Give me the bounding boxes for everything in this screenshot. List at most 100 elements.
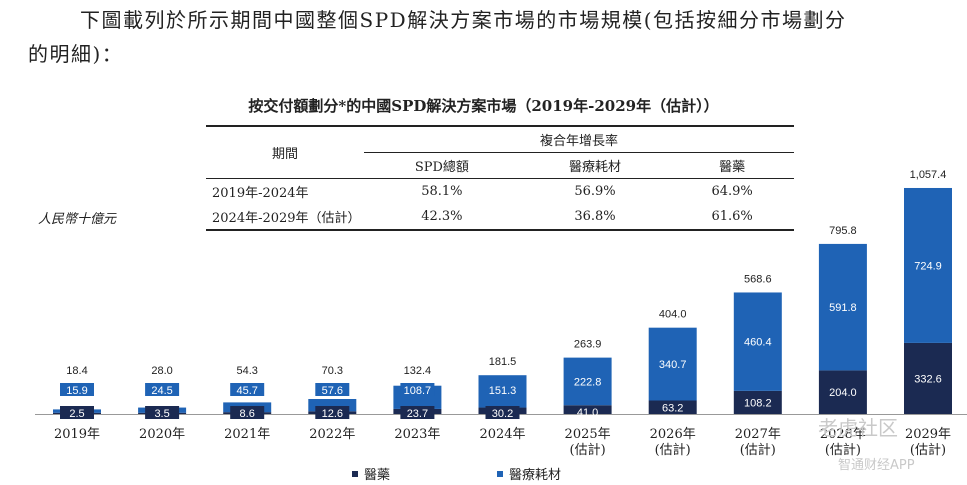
bar-pharma [648, 400, 697, 414]
intro-text-line1: 下圖載列於所示期間中國整個SPD解決方案市場的市場規模(包括按細分市場劃分 [80, 8, 847, 32]
x-tick-label: 2029年 [905, 427, 951, 442]
cell-value: 36.8% [574, 209, 616, 224]
cagr-header: 複合年增長率 [364, 126, 794, 153]
value-label-pharma: 204.0 [829, 387, 857, 399]
table-row: 2019年-2024年 58.1% 56.9% 64.9% [206, 179, 794, 205]
cell-value: 42.3% [421, 209, 463, 224]
value-label-pharma: 3.5 [154, 408, 169, 420]
legend-swatch-consumables [497, 470, 503, 477]
x-tick-label: (估計) [910, 442, 946, 458]
value-label-consumables: 151.3 [489, 385, 517, 397]
bar-consumables [733, 292, 782, 391]
label-box-consumables [400, 383, 435, 396]
value-label-pharma: 30.2 [492, 408, 513, 420]
label-box-pharma [230, 406, 265, 419]
total-label: 54.3 [236, 365, 257, 377]
value-label-pharma: 23.7 [407, 408, 428, 420]
x-tick-label: (估計) [655, 442, 691, 458]
value-label-pharma: 63.2 [662, 402, 683, 414]
value-label-consumables: 340.7 [659, 359, 687, 371]
legend-item-consumables: 醫療耗材 [497, 464, 561, 483]
col-header-spd-total: SPD總額 [414, 160, 469, 175]
label-box-pharma [60, 406, 94, 419]
label-box-pharma [145, 406, 180, 419]
col-header-pharma: 醫藥 [719, 160, 746, 175]
total-label: 568.6 [744, 273, 772, 285]
legend-label-consumables: 醫療耗材 [509, 468, 562, 483]
label-box-consumables [60, 383, 94, 396]
x-tick-label: 2023年 [394, 427, 440, 442]
value-label-pharma: 8.6 [240, 408, 255, 420]
value-label-consumables: 108.7 [404, 385, 432, 397]
row-period: 2019年-2024年 [212, 186, 309, 201]
value-label-consumables: 24.5 [151, 385, 172, 397]
watermark-text: 老虎社区 [818, 416, 898, 440]
legend-label-pharma: 醫藥 [364, 468, 391, 483]
value-label-consumables: 45.7 [236, 385, 257, 397]
y-axis-label: 人民幣十億元 [38, 212, 117, 227]
cell-value: 56.9% [574, 184, 616, 199]
total-label: 404.0 [659, 309, 687, 321]
value-label-pharma: 332.6 [914, 373, 942, 385]
x-tick-label: 2024年 [479, 427, 525, 442]
legend-item-pharma: 醫藥 [352, 464, 390, 483]
x-tick-label: (估計) [825, 442, 861, 458]
label-box-pharma [315, 406, 350, 419]
bar-consumables [904, 187, 952, 343]
x-tick-label: (估計) [740, 442, 776, 458]
x-tick-label: (估計) [570, 442, 606, 458]
total-label: 263.9 [574, 339, 602, 351]
total-label: 132.4 [404, 365, 432, 377]
total-label: 1,057.4 [910, 169, 947, 181]
value-label-consumables: 15.9 [66, 385, 87, 397]
x-tick-label: 2028年 [820, 427, 866, 442]
bar-consumables [563, 357, 612, 406]
x-tick-label: 2025年 [565, 427, 611, 442]
bar-consumables [648, 327, 697, 401]
total-label: 28.0 [151, 365, 172, 377]
table-row: 2024年-2029年（估計） 42.3% 36.8% 61.6% [206, 204, 794, 230]
label-box-consumables [145, 383, 180, 396]
value-label-pharma: 108.2 [744, 397, 772, 409]
total-label: 795.8 [829, 225, 857, 237]
bar-pharma [818, 370, 867, 414]
legend-swatch-pharma [352, 470, 358, 477]
period-header: 期間 [271, 147, 298, 162]
cagr-table: 期間 複合年增長率 SPD總額 醫療耗材 醫藥 2019年-2024年 58.1… [206, 125, 794, 231]
value-label-pharma: 12.6 [322, 408, 343, 420]
label-box-pharma [400, 406, 435, 419]
x-tick-label: 2020年 [139, 427, 185, 442]
cell-value: 64.9% [711, 184, 753, 199]
x-tick-label: 2019年 [54, 427, 100, 442]
cell-value: 61.6% [711, 209, 753, 224]
value-label-consumables: 724.9 [914, 260, 942, 272]
bar-consumables [818, 243, 867, 371]
cagr-subheader-row: SPD總額 醫療耗材 醫藥 [206, 153, 794, 179]
total-label: 70.3 [322, 365, 343, 377]
label-box-consumables [230, 383, 265, 396]
value-label-pharma: 41.0 [577, 407, 598, 419]
value-label-consumables: 222.8 [574, 376, 602, 388]
bar-pharma [563, 405, 612, 414]
value-label-consumables: 57.6 [322, 385, 343, 397]
bar-pharma [904, 342, 952, 414]
x-tick-label: 2021年 [224, 427, 270, 442]
bar-pharma [733, 390, 782, 414]
label-box-consumables [315, 383, 350, 396]
col-header-consumables: 醫療耗材 [568, 160, 621, 175]
chart-title: 按交付額劃分*的中國SPD解決方案市場（2019年-2029年（估計）） [248, 97, 719, 115]
value-label-consumables: 591.8 [829, 302, 857, 314]
value-label-consumables: 460.4 [744, 337, 772, 349]
cell-value: 58.1% [421, 184, 463, 199]
value-label-pharma: 2.5 [69, 408, 84, 420]
x-tick-label: 2027年 [735, 427, 781, 442]
label-box-pharma [485, 406, 520, 419]
x-tick-label: 2022年 [309, 427, 355, 442]
label-box-consumables [485, 383, 520, 396]
x-tick-label: 2026年 [650, 427, 696, 442]
cagr-header-row: 期間 複合年增長率 [206, 126, 794, 162]
total-label: 181.5 [489, 356, 517, 368]
total-label: 18.4 [66, 365, 87, 377]
intro-text-line2: 的明細)： [28, 42, 124, 66]
